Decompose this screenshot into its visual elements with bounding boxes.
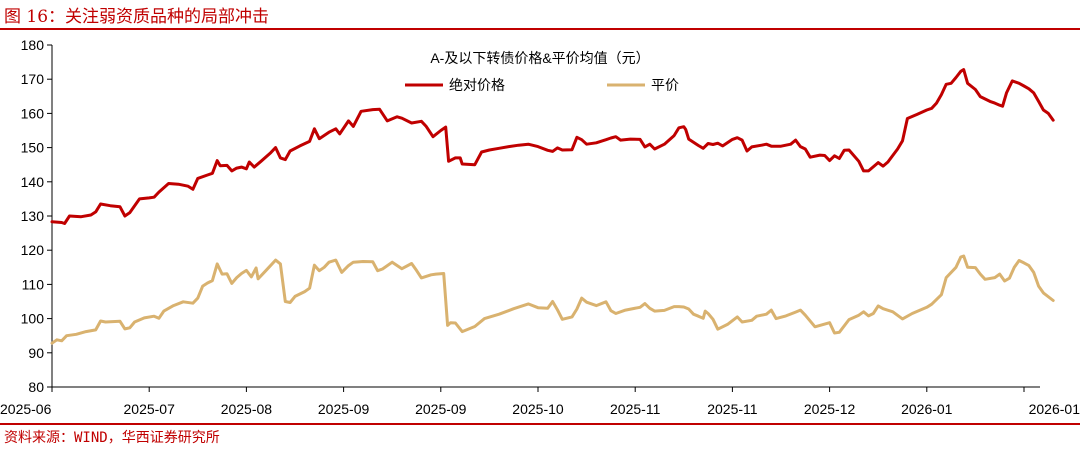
y-tick-label: 120	[21, 242, 45, 258]
y-tick-label: 80	[28, 379, 44, 395]
y-tick-label: 110	[22, 276, 45, 292]
chart-title: A-及以下转债价格&平价均值（元）	[430, 50, 649, 66]
y-tick-label: 90	[28, 345, 44, 361]
x-tick-label: 2025-08	[221, 401, 273, 417]
x-tick-label: 2025-07	[124, 401, 176, 417]
source-note: 资料来源：WIND，华西证券研究所	[4, 430, 220, 446]
x-tick-label: 2025-11	[610, 401, 661, 417]
series-layer	[50, 68, 1055, 345]
x-tick-label: 2025-06	[0, 401, 52, 417]
y-axis: 80 90 100 110 120 130 140 150 160 170 180	[21, 37, 53, 395]
series-absolute-price	[50, 68, 1055, 225]
y-tick-label: 140	[21, 174, 45, 190]
x-tick-label: 2026-01	[1029, 401, 1080, 417]
x-tick-label: 2025-10	[512, 401, 564, 417]
series-parity	[50, 254, 1055, 345]
x-tick-label: 2026-01	[901, 401, 953, 417]
x-tick-label: 2025-12	[804, 401, 856, 417]
legend-label-parity: 平价	[651, 77, 679, 93]
source-rule	[0, 423, 1080, 425]
y-tick-label: 100	[21, 311, 45, 327]
y-tick-label: 170	[21, 71, 45, 87]
y-tick-label: 160	[21, 105, 45, 121]
x-tick-label: 2025-09	[415, 401, 467, 417]
x-axis: 2025-06 2025-07 2025-08 2025-09 2025-09 2025-…	[0, 386, 1080, 417]
legend-label-absolute-price: 绝对价格	[449, 77, 505, 93]
y-tick-label: 180	[21, 37, 45, 53]
figure-title: 图 16：关注弱资质品种的局部冲击	[4, 7, 270, 27]
title-rule	[0, 28, 1080, 30]
x-tick-label: 2025-11	[707, 401, 758, 417]
y-tick-label: 130	[21, 208, 45, 224]
legend: 绝对价格 平价	[405, 77, 679, 93]
x-tick-label: 2025-09	[318, 401, 370, 417]
y-tick-label: 150	[21, 140, 45, 156]
